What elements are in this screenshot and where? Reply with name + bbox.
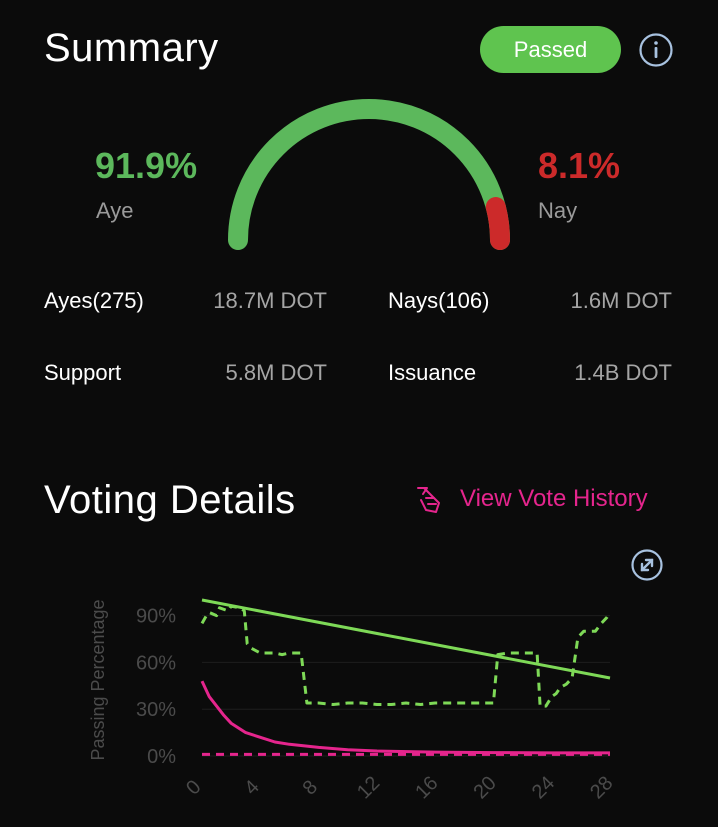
support-label: Support <box>44 360 122 385</box>
series-line-1 <box>201 598 611 680</box>
aye-percent: 91.9% <box>95 145 198 186</box>
x-tick-label: 4 <box>240 776 263 799</box>
x-tick-label: 16 <box>411 772 442 803</box>
nay-label: Nay <box>538 198 578 223</box>
view-vote-history-label: View Vote History <box>460 485 648 512</box>
voting-details-title: Voting Details <box>44 478 296 522</box>
issuance-value: 1.4B DOT <box>574 360 672 385</box>
y-axis-label: Passing Percentage <box>88 599 108 760</box>
x-tick-label: 12 <box>353 772 384 803</box>
ayes-count-label: Ayes(275) <box>44 288 144 313</box>
history-icon <box>417 487 440 513</box>
x-tick-label: 20 <box>470 772 501 803</box>
nay-percent: 8.1% <box>538 145 621 186</box>
y-tick-label: 90% <box>136 606 176 628</box>
issuance-label: Issuance <box>388 360 477 385</box>
x-tick-label: 8 <box>299 776 322 799</box>
x-tick-label: 24 <box>528 772 559 803</box>
series-line-3 <box>200 680 610 755</box>
summary-title: Summary <box>44 26 219 70</box>
aye-label: Aye <box>96 198 134 223</box>
vote-gauge <box>228 99 511 250</box>
support-value: 5.8M DOT <box>225 360 327 385</box>
x-tick-label: 28 <box>586 772 617 803</box>
gauge-nay-arc <box>485 197 511 250</box>
ayes-value: 18.7M DOT <box>213 288 327 313</box>
y-tick-label: 60% <box>136 652 176 674</box>
expand-icon[interactable] <box>630 548 664 582</box>
view-vote-history-link[interactable]: View Vote History <box>414 484 648 514</box>
status-badge: Passed <box>480 26 621 73</box>
x-tick-label: 0 <box>182 776 205 799</box>
y-tick-label: 0% <box>147 746 176 768</box>
y-tick-label: 30% <box>136 699 176 721</box>
info-icon[interactable] <box>638 32 674 68</box>
nays-value: 1.6M DOT <box>570 288 672 313</box>
passing-percentage-chart: 0% 30% 60% 90% 0 4 8 12 16 20 24 28 Passing Percen… <box>88 598 617 803</box>
gauge-track <box>228 99 510 250</box>
series-line-2 <box>200 604 612 708</box>
nays-count-label: Nays(106) <box>388 288 490 313</box>
